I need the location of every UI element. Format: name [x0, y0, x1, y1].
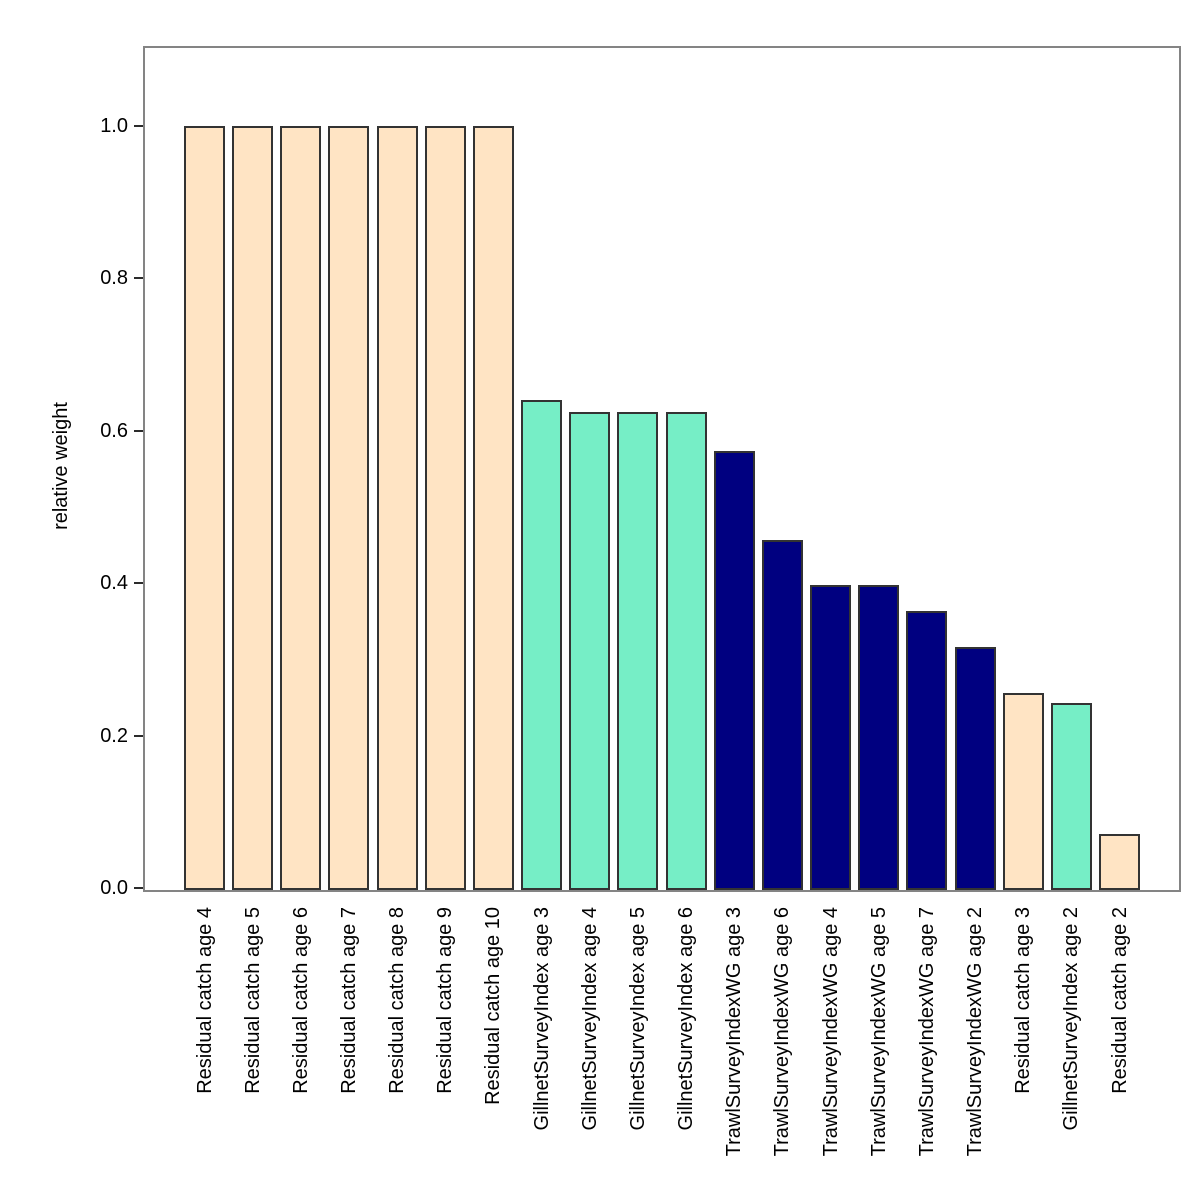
x-tick-label: Residual catch age 10: [482, 907, 505, 1105]
x-tick-label: Residual catch age 3: [1012, 907, 1035, 1094]
x-tick-label: TrawlSurveyIndexWG age 4: [819, 907, 842, 1157]
bar: [280, 126, 322, 890]
bar: [954, 647, 996, 890]
y-tick-mark: [134, 429, 143, 432]
bar: [376, 126, 418, 890]
x-tick-label: Residual catch age 6: [289, 907, 312, 1094]
x-tick-label: TrawlSurveyIndexWG age 3: [723, 907, 746, 1157]
bar: [424, 126, 466, 890]
bar: [810, 585, 852, 890]
bar: [328, 126, 370, 890]
x-tick-label: GillnetSurveyIndex age 2: [1060, 907, 1083, 1131]
y-tick-label: 0.4: [100, 572, 128, 595]
bar: [1050, 703, 1092, 890]
bar: [569, 412, 611, 890]
x-tick-label: GillnetSurveyIndex age 4: [578, 907, 601, 1131]
y-tick-mark: [134, 125, 143, 127]
bar: [617, 412, 659, 890]
x-tick-label: TrawlSurveyIndexWG age 2: [964, 907, 987, 1157]
y-tick-mark: [134, 887, 143, 889]
y-tick-mark: [134, 582, 143, 585]
x-tick-label: Residual catch age 5: [241, 907, 264, 1094]
x-tick-label: TrawlSurveyIndexWG age 6: [771, 907, 794, 1157]
bar: [713, 451, 755, 890]
bar: [906, 611, 948, 890]
bar: [1002, 693, 1044, 890]
y-tick-label: 0.0: [100, 877, 128, 899]
x-tick-label: TrawlSurveyIndexWG age 7: [915, 907, 938, 1157]
bar: [761, 540, 803, 890]
y-tick-label: 0.8: [100, 267, 128, 290]
x-tick-label: Residual catch age 4: [193, 907, 216, 1094]
bar: [521, 400, 563, 890]
x-tick-label: TrawlSurveyIndexWG age 5: [867, 907, 890, 1157]
x-tick-label: GillnetSurveyIndex age 3: [530, 907, 553, 1131]
y-tick-mark: [134, 277, 143, 280]
x-tick-label: GillnetSurveyIndex age 6: [675, 907, 698, 1131]
bar: [858, 585, 900, 890]
bar: [184, 126, 225, 890]
bar: [665, 412, 707, 890]
x-tick-label: Residual catch age 7: [337, 907, 360, 1094]
plot-area: 0.0 0.2 0.4 0.6 0.8 1.0 Residual catch age 4 Re…: [100, 46, 1181, 1156]
x-tick-label: Residual catch age 9: [434, 907, 457, 1094]
bar: [1099, 834, 1141, 890]
y-tick-label: 0.6: [100, 419, 128, 442]
x-tick-label: Residual catch age 8: [386, 907, 409, 1094]
bar: [232, 126, 274, 890]
x-tick-label: Residual catch age 2: [1108, 907, 1131, 1094]
y-tick-label: 1.0: [100, 115, 128, 137]
y-tick-mark: [134, 734, 143, 737]
x-tick-label: GillnetSurveyIndex age 5: [626, 907, 649, 1131]
bar: [472, 126, 514, 890]
y-tick-label: 0.2: [100, 724, 128, 747]
